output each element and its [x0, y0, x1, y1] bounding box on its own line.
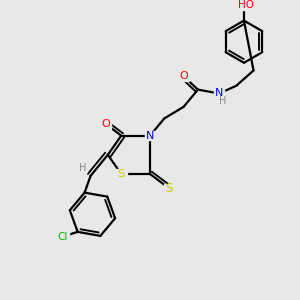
Text: H: H	[79, 163, 87, 173]
Bar	[238, 1, 254, 10]
Bar	[116, 169, 127, 179]
Bar	[178, 71, 189, 81]
Text: S: S	[166, 182, 173, 195]
Text: H: H	[219, 96, 226, 106]
Bar	[145, 131, 155, 140]
Bar	[100, 119, 111, 129]
Text: Cl: Cl	[57, 232, 68, 242]
Bar	[79, 164, 87, 172]
Text: S: S	[118, 169, 125, 179]
Text: O: O	[101, 119, 110, 129]
Bar	[214, 89, 224, 98]
Text: HO: HO	[238, 0, 254, 10]
Bar	[164, 184, 174, 193]
Text: N: N	[215, 88, 223, 98]
Text: N: N	[146, 130, 154, 141]
Bar	[56, 232, 69, 241]
Text: O: O	[179, 71, 188, 81]
